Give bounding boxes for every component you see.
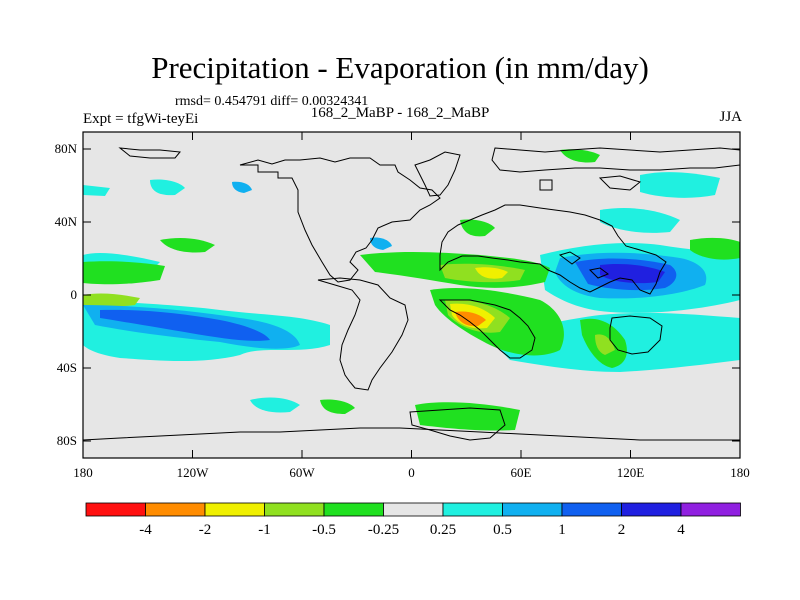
- y-axis-ticks: [83, 148, 740, 442]
- pe-region-cyan: [250, 397, 300, 413]
- y-tick-label: 40S: [57, 360, 77, 375]
- pe-region-cyan: [640, 172, 720, 198]
- legend-label: 0.25: [430, 522, 456, 538]
- stats-label: rmsd= 0.454791 diff= 0.00324341: [175, 94, 369, 109]
- legend-color-box: [85, 502, 146, 517]
- x-axis-ticks: [82, 132, 741, 458]
- legend-color-box: [442, 502, 503, 517]
- y-tick-label: 0: [71, 287, 78, 302]
- pe-region-darkblue: [600, 263, 665, 284]
- pe-region-green: [83, 261, 165, 285]
- legend-label: -4: [139, 522, 152, 538]
- legend-label: 0.5: [493, 522, 512, 538]
- x-tick-label: 60E: [511, 465, 532, 480]
- pe-region-lime: [595, 334, 615, 355]
- legend-label: 2: [618, 522, 626, 538]
- pe-region-cyan: [83, 185, 110, 196]
- pe-region-green: [160, 237, 215, 253]
- pe-region-cyan: [600, 208, 680, 233]
- season-label: JJA: [719, 109, 742, 125]
- legend-color-box: [383, 502, 444, 517]
- x-tick-label: 120E: [617, 465, 645, 480]
- coastlines: [83, 147, 740, 441]
- pe-region-blue: [100, 309, 270, 341]
- experiment-label: Expt = tfgWi-teyEi: [83, 111, 199, 127]
- legend-color-box: [145, 502, 206, 517]
- legend-color-box: [323, 502, 384, 517]
- y-tick-label: 40N: [55, 214, 78, 229]
- legend-color-box: [561, 502, 622, 517]
- pe-region-green: [690, 237, 740, 260]
- x-tick-label: 180: [73, 465, 93, 480]
- pe-region-green: [560, 149, 600, 163]
- pe-field: [83, 149, 740, 431]
- legend-color-box: [621, 502, 682, 517]
- legend-label: -0.25: [368, 522, 399, 538]
- legend-color-box: [502, 502, 563, 517]
- legend-colorbar: [85, 502, 741, 517]
- pe-region-lightblue: [370, 237, 392, 250]
- pe-region-green: [460, 219, 495, 237]
- x-tick-label: 0: [408, 465, 415, 480]
- x-tick-label: 180: [730, 465, 750, 480]
- legend-color-box: [204, 502, 265, 517]
- legend-label: -0.5: [312, 522, 336, 538]
- map-title: Precipitation - Evaporation (in mm/day): [151, 50, 649, 85]
- comparison-label: 168_2_MaBP - 168_2_MaBP: [310, 105, 490, 121]
- x-tick-label: 120W: [177, 465, 210, 480]
- y-tick-label: 80S: [57, 433, 77, 448]
- legend-label: -1: [258, 522, 271, 538]
- pe-region-green: [320, 399, 355, 414]
- pe-region-cyan: [150, 179, 185, 196]
- x-tick-label: 60W: [289, 465, 315, 480]
- pe-region-yellow: [475, 267, 508, 279]
- legend-label: -2: [199, 522, 212, 538]
- legend-labels: -4 -2 -1 -0.5 -0.25 0.25 0.5 1 2 4: [139, 522, 685, 538]
- legend-label: 1: [558, 522, 566, 538]
- pe-region-orange: [455, 311, 486, 327]
- legend-color-box: [680, 502, 741, 517]
- y-tick-label: 80N: [55, 141, 78, 156]
- pe-region-lightblue: [232, 181, 252, 193]
- legend-color-box: [264, 502, 325, 517]
- legend-label: 4: [677, 522, 685, 538]
- pe-region-green: [83, 293, 140, 307]
